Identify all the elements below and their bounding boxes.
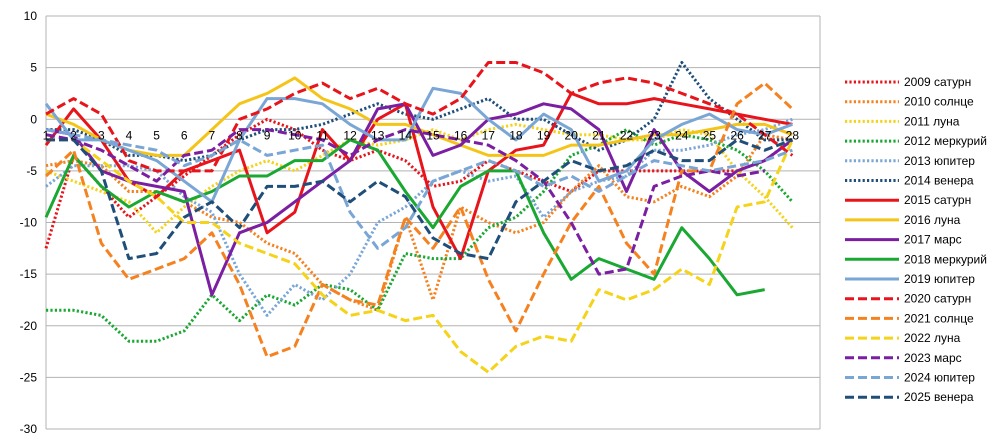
series-line-3 xyxy=(46,128,794,343)
legend-label: 2023 марс xyxy=(904,351,962,365)
x-tick-label: 16 xyxy=(454,128,468,142)
series-line-8 xyxy=(45,102,794,297)
x-tick-label: 13 xyxy=(371,128,385,142)
legend-label: 2013 юпитер xyxy=(904,154,975,168)
x-tick-label: 22 xyxy=(620,128,634,142)
legend-label: 2016 луна xyxy=(904,213,961,227)
y-tick-label: -10 xyxy=(20,216,38,230)
legend-label: 2015 сатурн xyxy=(904,193,971,207)
x-axis-ticks: 1 2 3 4 5 6 7 8 9 10 11 12 13 14 15 16 17 18 19 20 21 22 23 24 2… xyxy=(43,128,800,142)
legend-label: 2022 луна xyxy=(904,331,961,345)
legend-label: 2011 луна xyxy=(904,114,960,128)
x-tick-label: 10 xyxy=(288,128,302,142)
x-tick-label: 11 xyxy=(316,128,329,142)
x-tick-label: 2 xyxy=(70,128,77,142)
y-tick-label: -20 xyxy=(20,319,38,333)
x-tick-label: 5 xyxy=(153,128,160,142)
y-tick-label: -5 xyxy=(26,164,37,178)
series-line-9 xyxy=(44,138,765,297)
x-tick-label: 21 xyxy=(592,128,606,142)
x-tick-label: 27 xyxy=(758,128,772,142)
series-line-14 xyxy=(45,128,765,276)
legend-label: 2018 меркурий xyxy=(904,252,987,266)
series-line-11 xyxy=(45,61,794,173)
series-lines xyxy=(44,61,794,374)
x-tick-label: 8 xyxy=(236,128,243,142)
legend-label: 2012 меркурий xyxy=(904,134,987,148)
x-tick-label: 28 xyxy=(786,128,800,142)
y-tick-label: -25 xyxy=(20,370,38,384)
legend-label: 2010 солнце xyxy=(904,95,974,109)
series-line-12 xyxy=(44,81,794,359)
x-tick-label: 15 xyxy=(426,128,440,142)
y-tick-label: 5 xyxy=(30,61,37,75)
legend-label: 2024 юпитер xyxy=(904,371,975,385)
x-tick-label: 26 xyxy=(730,128,744,142)
y-tick-label: -15 xyxy=(20,267,38,281)
x-tick-label: 9 xyxy=(264,128,271,142)
x-tick-label: 24 xyxy=(675,128,689,142)
y-tick-label: 0 xyxy=(30,112,37,126)
x-tick-label: 7 xyxy=(209,128,216,142)
x-tick-label: 20 xyxy=(565,128,579,142)
legend-label: 2021 солнце xyxy=(904,311,974,325)
series-line-16 xyxy=(46,138,793,261)
x-tick-label: 4 xyxy=(126,128,133,142)
series-line-0 xyxy=(44,117,794,249)
legend-label: 2017 марс xyxy=(904,233,962,247)
x-tick-label: 3 xyxy=(98,128,105,142)
series-line-15 xyxy=(45,128,793,250)
legend-label: 2014 венера xyxy=(904,174,974,188)
y-tick-label: -30 xyxy=(20,422,38,436)
x-tick-label: 14 xyxy=(399,128,413,142)
legend-label: 2025 венера xyxy=(904,390,974,404)
series-line-13 xyxy=(46,138,794,374)
x-tick-label: 1 xyxy=(43,128,50,142)
legend: 2009 сатурн 2010 солнце 2011 луна 2012 мерк… xyxy=(845,75,987,404)
x-tick-label: 25 xyxy=(703,128,717,142)
x-tick-label: 23 xyxy=(647,128,661,142)
series-line-6 xyxy=(44,91,793,261)
grid-lines xyxy=(45,15,821,430)
legend-label: 2019 юпитер xyxy=(904,272,975,286)
y-axis-ticks: 10 5 0 -5 -10 -15 -20 -25 -30 xyxy=(20,9,38,436)
x-tick-label: 12 xyxy=(343,128,357,142)
y-tick-label: 10 xyxy=(24,9,38,23)
x-tick-label: 6 xyxy=(181,128,188,142)
x-tick-label: 17 xyxy=(482,128,496,142)
x-tick-label: 18 xyxy=(509,128,523,142)
legend-label: 2009 сатурн xyxy=(904,75,971,89)
series-line-10 xyxy=(44,86,793,204)
x-tick-label: 19 xyxy=(537,128,551,142)
legend-label: 2020 сатурн xyxy=(904,292,971,306)
